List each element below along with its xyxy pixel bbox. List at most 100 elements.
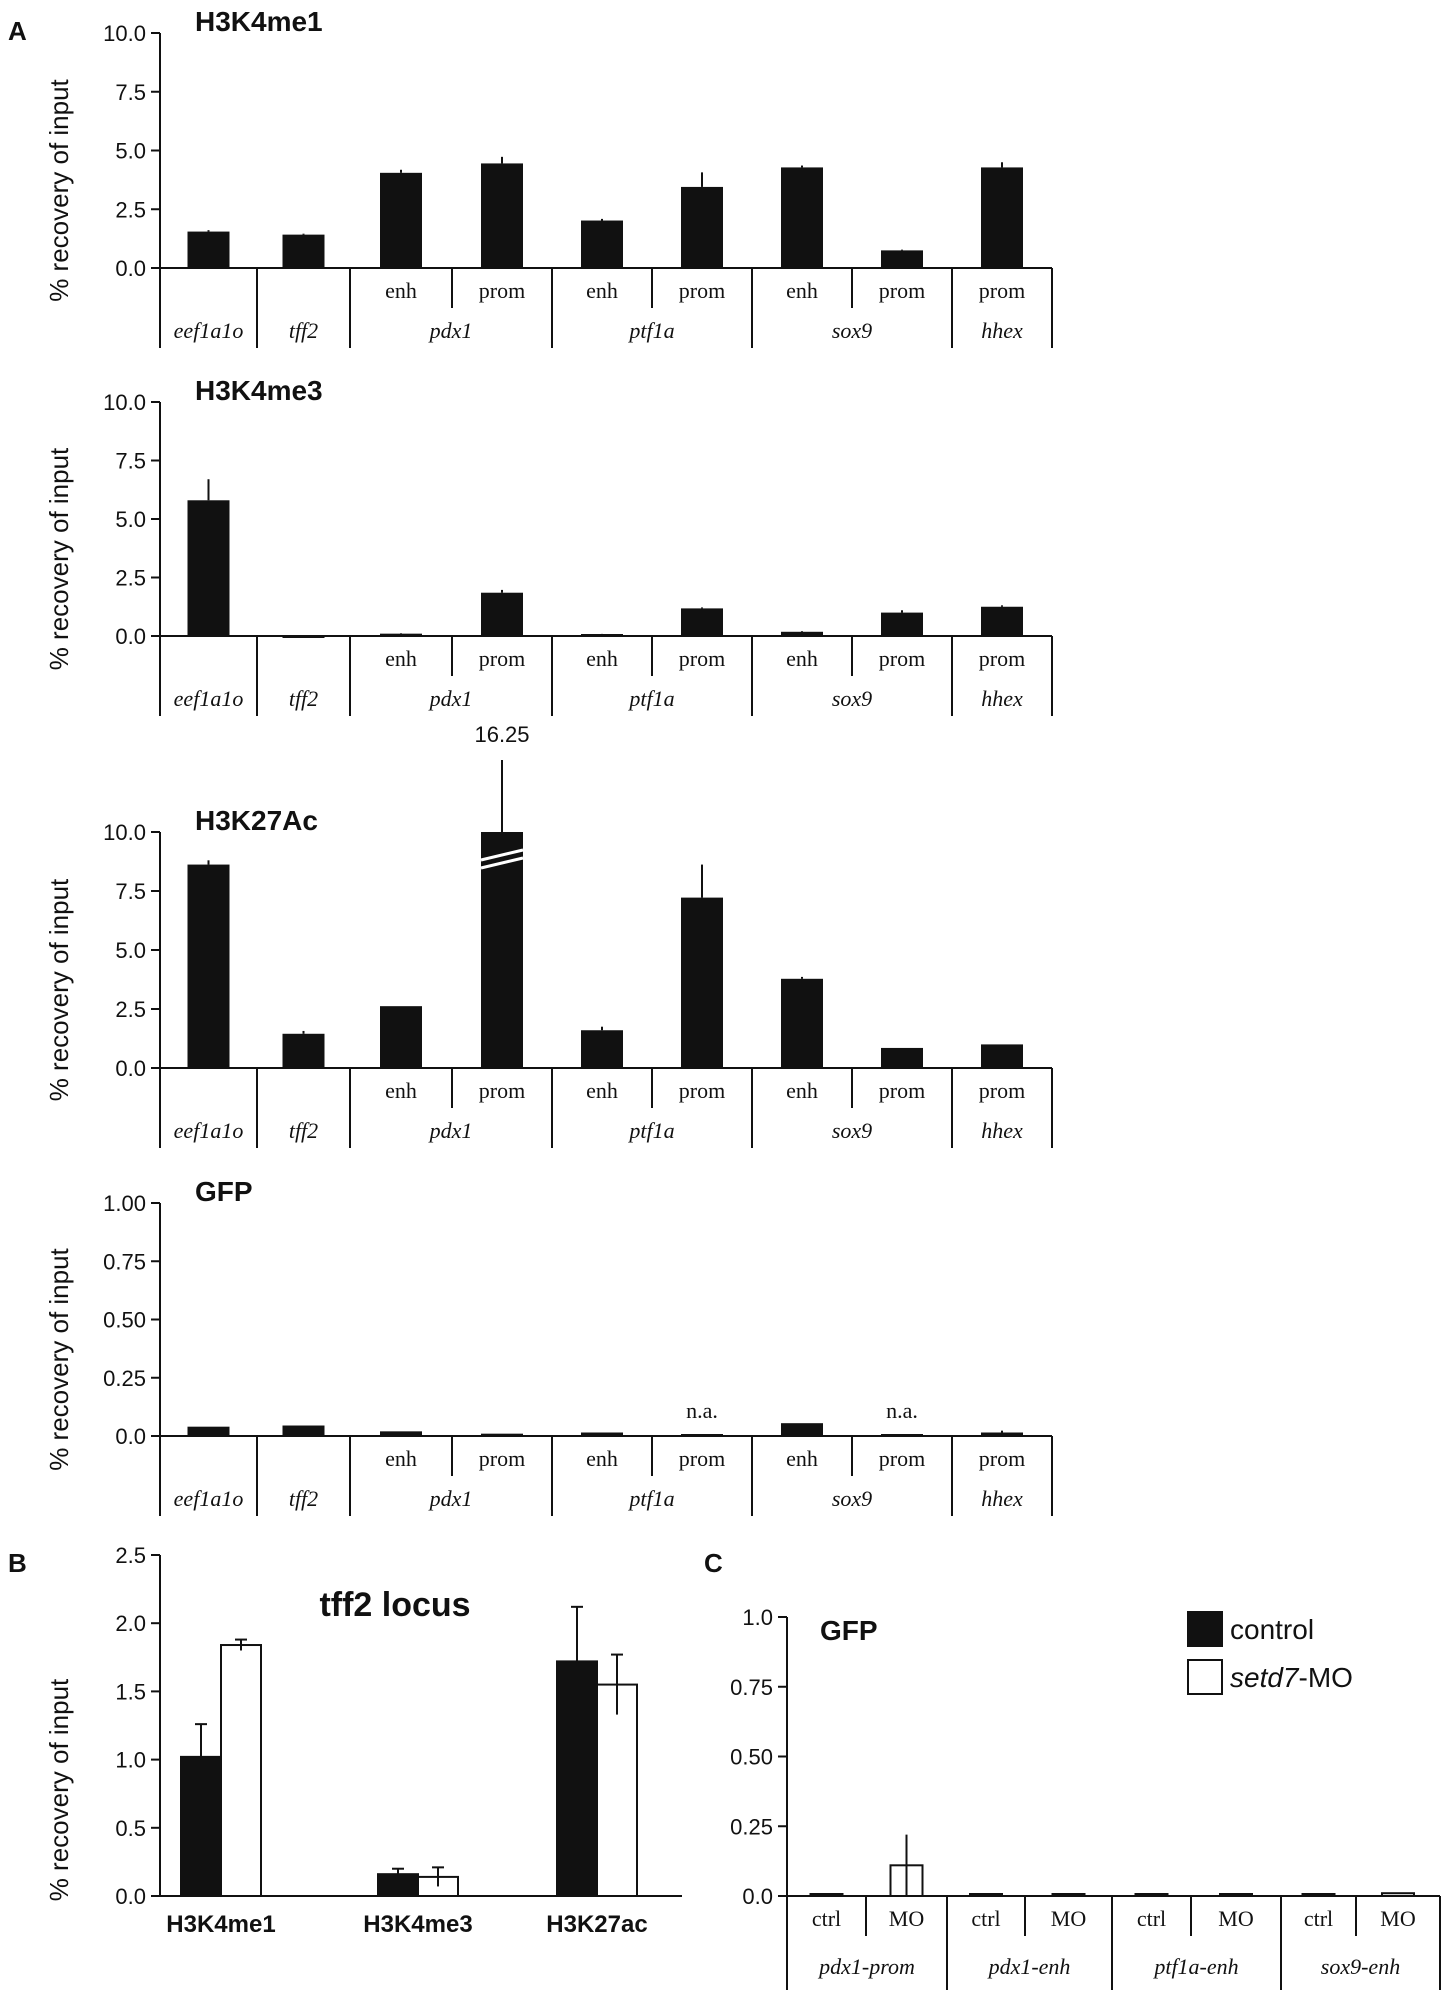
y-tick-label: 5.0 [115,938,146,963]
y-tick-label: 10.0 [103,21,146,46]
category-sublabel: prom [679,646,725,671]
gene-label: tff2 [289,1486,318,1511]
bar [481,592,523,636]
axis-break-mark [480,856,524,870]
legend-swatch [1187,1611,1223,1647]
bar [881,1434,923,1436]
gene-label: tff2 [289,318,318,343]
gene-label: hhex [981,1486,1023,1511]
category-sublabel: enh [586,1078,618,1103]
chart-title: GFP [195,1176,253,1207]
y-tick-label: 0.75 [730,1675,773,1700]
category-sublabel: prom [879,646,925,671]
category-sublabel: prom [479,646,525,671]
y-tick-label: 7.5 [115,879,146,904]
category-sublabel: enh [385,1078,417,1103]
category-sublabel: prom [479,1446,525,1471]
gene-label: pdx1 [428,1486,473,1511]
bar [581,634,623,636]
panel-letter: C [704,1548,723,1578]
y-tick-label: 5.0 [115,507,146,532]
gene-label: tff2 [289,686,318,711]
bar [681,608,723,636]
y-tick-label: 0.75 [103,1249,146,1274]
chart-title: H3K4me1 [195,6,323,37]
gene-label: ptf1a [627,1486,674,1511]
legend-label: setd7-MO [1230,1662,1353,1693]
y-tick-label: 2.5 [115,1543,146,1568]
bar [187,1426,230,1436]
legend-label-text: -MO [1299,1662,1353,1693]
bar-setd7-mo [1219,1893,1253,1897]
y-tick-label: 0.0 [115,624,146,649]
bar-setd7-mo [1051,1893,1086,1897]
category-sublabel: MO [1380,1906,1415,1931]
chart-title: H3K4me3 [195,375,323,406]
bar [380,172,422,268]
bar [781,1423,823,1436]
bar [981,1432,1023,1436]
gene-label: ptf1a [627,686,674,711]
y-axis-label: % recovery of input [44,78,74,301]
category-sublabel: prom [679,1078,725,1103]
bar [282,636,325,638]
bar [681,897,723,1068]
axis-break-mark [480,848,524,862]
gene-label: ptf1a-enh [1152,1954,1238,1979]
gene-label: sox9-enh [1321,1954,1400,1979]
bar-control [1301,1893,1336,1897]
y-tick-label: 1.00 [103,1191,146,1216]
bar [187,231,230,268]
gene-label: pdx1 [428,318,473,343]
category-label: H3K27ac [546,1911,647,1938]
bar-setd7-mo [1381,1892,1415,1897]
y-tick-label: 1.0 [742,1605,773,1630]
bar [681,1434,723,1436]
category-sublabel: prom [679,278,725,303]
y-tick-label: 1.5 [115,1679,146,1704]
chart-title: H3K27Ac [195,805,318,836]
y-tick-label: 0.0 [115,1056,146,1081]
y-axis-label: % recovery of input [44,1678,74,1901]
category-sublabel: prom [979,646,1025,671]
category-sublabel: prom [879,1446,925,1471]
bar [581,1030,623,1068]
bar-control [969,1893,1003,1897]
bar [481,163,523,268]
y-axis-label: % recovery of input [44,447,74,670]
category-sublabel: prom [879,1078,925,1103]
category-sublabel: ctrl [812,1906,841,1931]
gene-label: hhex [981,1118,1023,1143]
category-sublabel: prom [979,1446,1025,1471]
legend-label-text: control [1230,1614,1314,1645]
category-sublabel: MO [1218,1906,1253,1931]
category-sublabel: enh [586,1446,618,1471]
y-tick-label: 0.25 [103,1366,146,1391]
y-tick-label: 0.0 [115,1424,146,1449]
category-sublabel: ctrl [1137,1906,1166,1931]
gene-label: eef1a1o [174,318,244,343]
legend-label: control [1230,1614,1314,1645]
bar-control [556,1660,598,1897]
gene-label: pdx1 [428,686,473,711]
y-tick-label: 2.5 [115,566,146,591]
y-tick-label: 7.5 [115,80,146,105]
category-label: H3K4me1 [166,1911,275,1938]
gene-label: sox9 [832,318,872,343]
category-sublabel: prom [679,1446,725,1471]
bar [282,234,325,268]
bar [781,167,823,268]
bar-control [1134,1893,1169,1897]
gene-label: eef1a1o [174,1118,244,1143]
bar-setd7-mo [220,1644,262,1898]
gene-label: ptf1a [627,1118,674,1143]
y-tick-label: 2.0 [115,1611,146,1636]
bar-control [180,1755,222,1897]
bar [781,631,823,636]
bar [380,1431,422,1436]
bar-value-label: 16.25 [474,722,529,747]
y-tick-label: 0.25 [730,1814,773,1839]
gene-label: hhex [981,318,1023,343]
category-sublabel: enh [385,278,417,303]
